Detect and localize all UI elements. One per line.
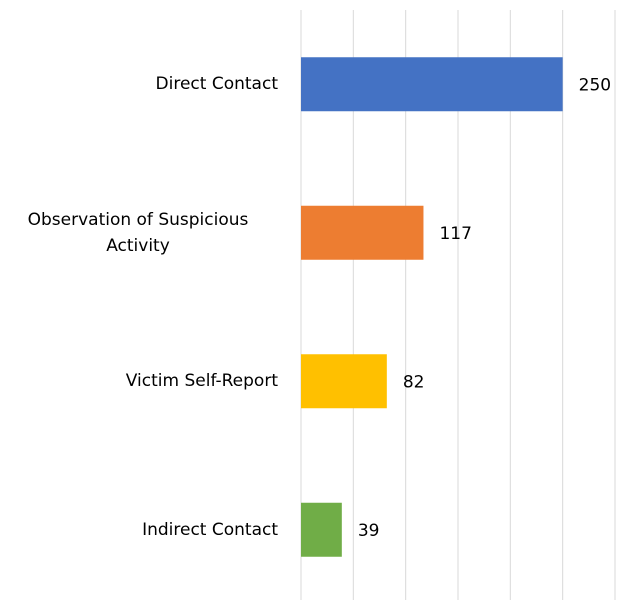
bar [301, 57, 563, 112]
category-label-box: Indirect Contact [0, 517, 278, 543]
category-label: Direct Contact [155, 74, 278, 95]
value-label: 250 [579, 75, 611, 95]
value-label: 39 [358, 521, 380, 541]
category-label-box: Observation of Suspicious Activity [0, 207, 278, 259]
bar [301, 502, 342, 557]
category-label: Victim Self-Report [125, 371, 278, 392]
category-label: Indirect Contact [142, 519, 278, 540]
bar [301, 354, 387, 409]
category-label: Observation of Suspicious Activity [27, 209, 249, 256]
category-label-box: Victim Self-Report [0, 368, 278, 394]
value-label: 82 [403, 372, 425, 392]
bar [301, 205, 424, 260]
value-label: 117 [439, 224, 471, 244]
category-label-box: Direct Contact [0, 71, 278, 97]
